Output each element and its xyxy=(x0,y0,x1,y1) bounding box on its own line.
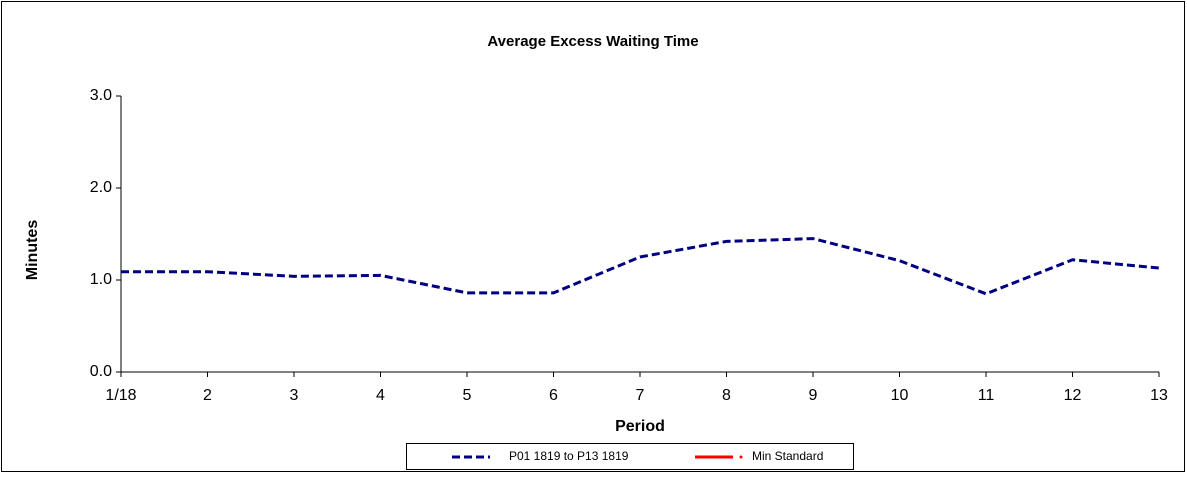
x-tick-label: 9 xyxy=(809,387,818,404)
x-tick-label: 1/18 xyxy=(105,387,136,404)
legend-label: P01 1819 to P13 1819 xyxy=(509,449,629,463)
x-tick-label: 10 xyxy=(891,387,909,404)
y-tick-label: 1.0 xyxy=(90,271,112,288)
x-axis-label: Period xyxy=(615,418,665,435)
y-tick-label: 3.0 xyxy=(90,87,112,104)
x-tick-label: 6 xyxy=(549,387,558,404)
x-tick-label: 2 xyxy=(203,387,212,404)
x-tick-label: 4 xyxy=(376,387,385,404)
series-line xyxy=(121,237,1160,296)
y-tick-label: 0.0 xyxy=(90,363,112,380)
chart-title: Average Excess Waiting Time xyxy=(487,33,698,50)
legend-label: Min Standard xyxy=(752,449,823,463)
y-tick-label: 2.0 xyxy=(90,179,112,196)
x-tick-label: 8 xyxy=(722,387,731,404)
x-tick-label: 11 xyxy=(978,387,995,404)
x-tick-label: 7 xyxy=(636,387,645,404)
x-tick-label: 13 xyxy=(1150,387,1168,404)
x-tick-label: 12 xyxy=(1064,387,1082,404)
y-axis-label: Minutes xyxy=(24,220,41,281)
x-tick-label: 3 xyxy=(290,387,299,404)
x-tick-label: 5 xyxy=(463,387,472,404)
legend-marker xyxy=(739,455,743,459)
